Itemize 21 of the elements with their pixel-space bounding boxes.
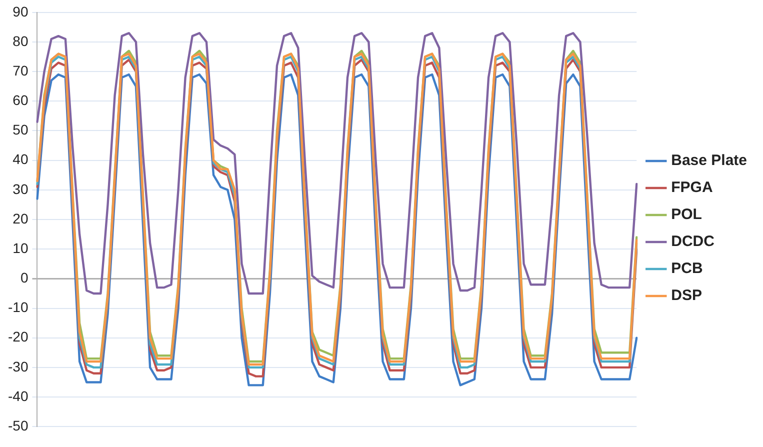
legend-label: POL bbox=[671, 206, 702, 224]
y-tick-label: -50 bbox=[8, 417, 28, 434]
y-tick-label: 80 bbox=[12, 32, 28, 49]
y-tick-label: -10 bbox=[8, 299, 28, 316]
y-tick-label: 90 bbox=[12, 3, 28, 20]
y-tick-label: 50 bbox=[12, 122, 28, 138]
y-tick-label: -40 bbox=[8, 388, 28, 404]
y-tick-label: 60 bbox=[12, 92, 28, 108]
y-tick-label: -30 bbox=[8, 358, 28, 374]
legend-label: PCB bbox=[671, 260, 703, 278]
legend-label: Base Plate bbox=[671, 152, 748, 170]
y-tick-label: 40 bbox=[12, 151, 28, 168]
y-tick-label: -20 bbox=[8, 328, 28, 345]
y-tick-label: 0 bbox=[20, 270, 28, 286]
legend-label: DSP bbox=[671, 287, 702, 304]
y-tick-label: 20 bbox=[12, 210, 28, 226]
legend-label: FPGA bbox=[671, 179, 713, 196]
y-tick-label: 10 bbox=[12, 240, 28, 256]
y-tick-label: 30 bbox=[12, 180, 28, 197]
legend-label: DCDC bbox=[671, 233, 715, 250]
y-tick-label: 70 bbox=[12, 62, 28, 78]
